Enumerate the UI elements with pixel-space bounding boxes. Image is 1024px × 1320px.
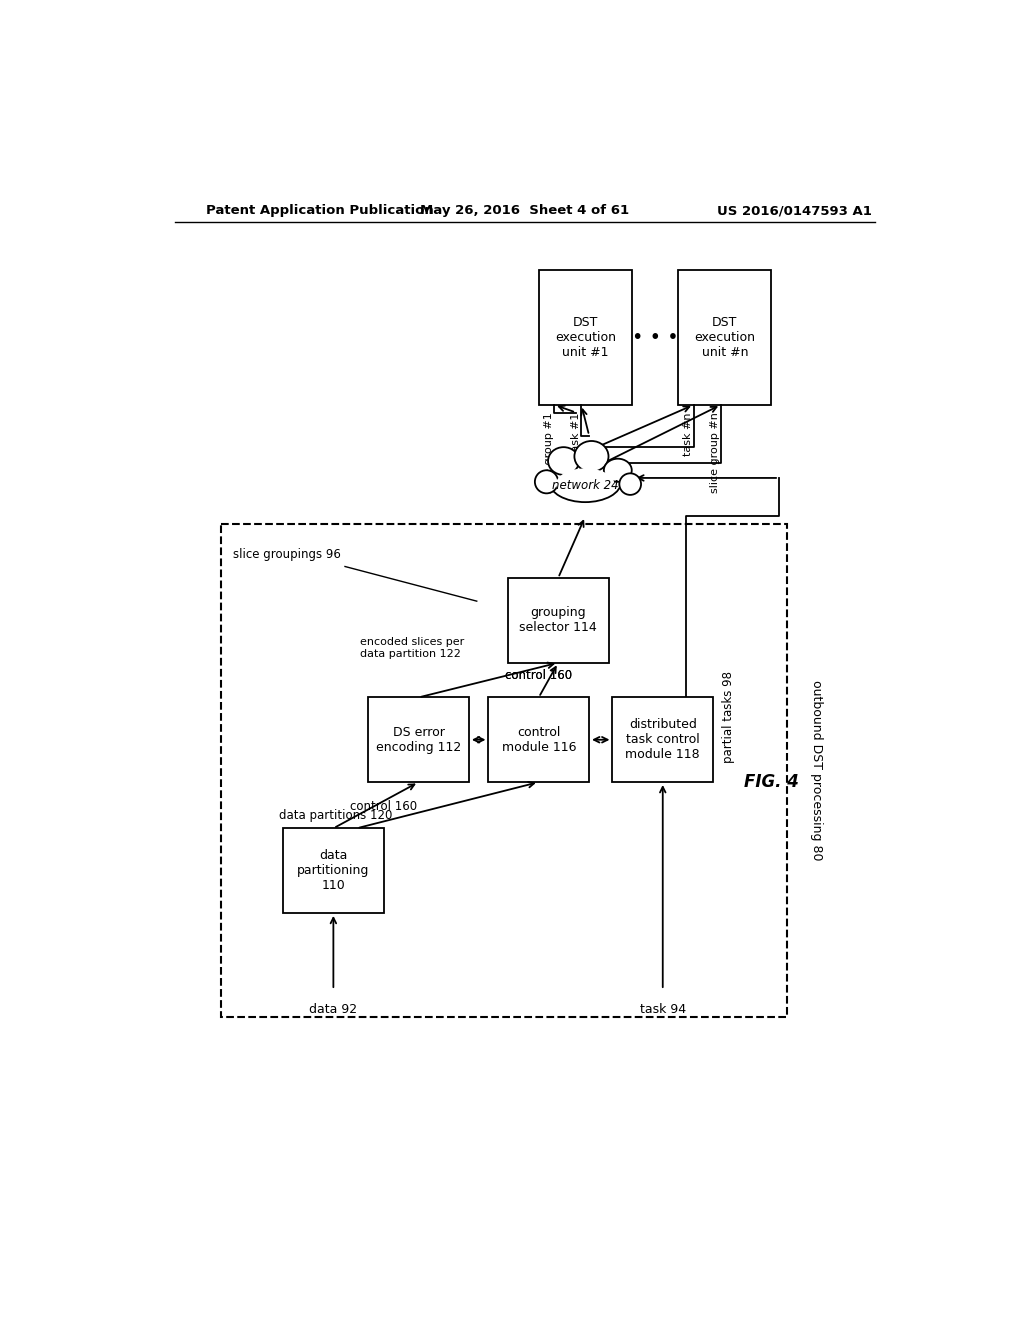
- Text: control
module 116: control module 116: [502, 726, 575, 754]
- Bar: [508, 578, 608, 663]
- Ellipse shape: [535, 470, 558, 494]
- Text: partial tasks 98: partial tasks 98: [722, 671, 735, 763]
- Ellipse shape: [604, 458, 632, 482]
- Text: grouping
selector 114: grouping selector 114: [519, 606, 597, 635]
- Text: Patent Application Publication: Patent Application Publication: [206, 205, 433, 218]
- Text: DST
execution
unit #n: DST execution unit #n: [694, 315, 756, 359]
- Text: task #n: task #n: [683, 412, 693, 455]
- Text: slice groupings 96: slice groupings 96: [233, 548, 341, 561]
- Ellipse shape: [620, 474, 641, 495]
- Text: control 160: control 160: [350, 800, 418, 813]
- Bar: [221, 524, 786, 1016]
- Text: control 160: control 160: [505, 669, 572, 682]
- Text: • • •: • • •: [632, 327, 678, 347]
- Text: DST
execution
unit #1: DST execution unit #1: [555, 315, 615, 359]
- Bar: [678, 271, 771, 405]
- Text: data partitions 120: data partitions 120: [280, 809, 392, 822]
- Text: slice group #n: slice group #n: [711, 412, 721, 494]
- Text: FIG. 4: FIG. 4: [743, 774, 799, 791]
- Ellipse shape: [548, 447, 579, 475]
- Ellipse shape: [556, 469, 614, 500]
- Ellipse shape: [574, 441, 608, 471]
- Text: task 94: task 94: [640, 1003, 686, 1016]
- Text: May 26, 2016  Sheet 4 of 61: May 26, 2016 Sheet 4 of 61: [420, 205, 630, 218]
- Text: data 92: data 92: [309, 1003, 357, 1016]
- Text: task #1: task #1: [571, 412, 581, 455]
- Text: slice group #1: slice group #1: [544, 412, 554, 494]
- Text: US 2016/0147593 A1: US 2016/0147593 A1: [717, 205, 872, 218]
- Text: control 160: control 160: [505, 669, 572, 682]
- Bar: [539, 271, 632, 405]
- Ellipse shape: [549, 462, 622, 502]
- Text: outbound DST processing 80: outbound DST processing 80: [810, 680, 822, 861]
- Bar: [612, 697, 713, 781]
- Text: distributed
task control
module 118: distributed task control module 118: [626, 718, 700, 762]
- Bar: [488, 697, 589, 781]
- Bar: [369, 697, 469, 781]
- Text: DS error
encoding 112: DS error encoding 112: [376, 726, 461, 754]
- Text: data
partitioning
110: data partitioning 110: [297, 849, 370, 892]
- Text: encoded slices per
data partition 122: encoded slices per data partition 122: [360, 638, 465, 659]
- Bar: [283, 829, 384, 913]
- Text: network 24: network 24: [552, 479, 618, 492]
